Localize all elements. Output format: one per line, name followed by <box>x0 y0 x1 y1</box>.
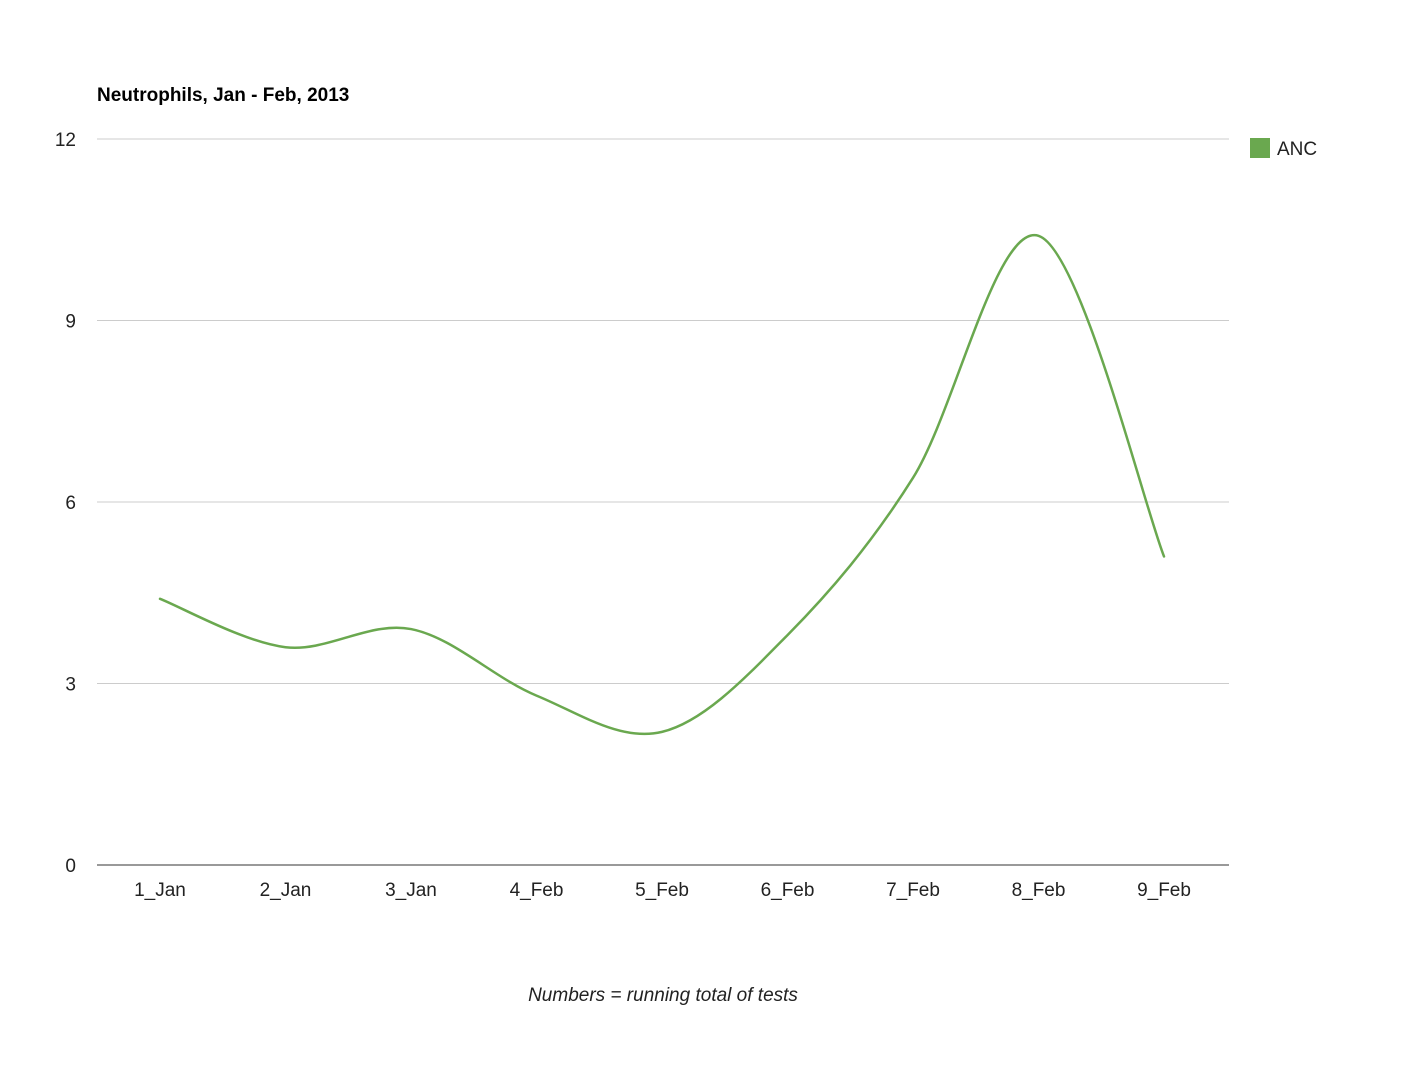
y-tick-label: 12 <box>55 130 76 151</box>
y-tick-label: 3 <box>65 675 76 696</box>
x-tick-label: 8_Feb <box>1012 880 1066 901</box>
legend: ANC <box>1250 138 1317 160</box>
y-tick-label: 0 <box>65 856 76 877</box>
x-tick-label: 9_Feb <box>1137 880 1191 901</box>
y-tick-label: 6 <box>65 493 76 514</box>
series-line-anc <box>158 234 1166 736</box>
x-tick-label: 2_Jan <box>260 880 312 901</box>
series-layer <box>158 234 1166 736</box>
legend-label: ANC <box>1277 139 1317 160</box>
y-axis-ticks: 0 3 6 9 12 <box>55 130 76 877</box>
x-tick-label: 7_Feb <box>886 880 940 901</box>
x-axis-ticks: 1_Jan 2_Jan 3_Jan 4_Feb 5_Feb 6_Feb 7_Feb 8_Feb… <box>134 880 1191 901</box>
x-axis-label: Numbers = running total of tests <box>528 985 798 1006</box>
gridlines <box>97 138 1229 866</box>
x-tick-label: 6_Feb <box>761 880 815 901</box>
chart-title: Neutrophils, Jan - Feb, 2013 <box>97 85 349 106</box>
x-tick-label: 1_Jan <box>134 880 186 901</box>
x-tick-label: 4_Feb <box>510 880 564 901</box>
y-tick-label: 9 <box>65 312 76 333</box>
x-tick-label: 3_Jan <box>385 880 437 901</box>
x-tick-label: 5_Feb <box>635 880 689 901</box>
legend-swatch <box>1250 138 1270 158</box>
